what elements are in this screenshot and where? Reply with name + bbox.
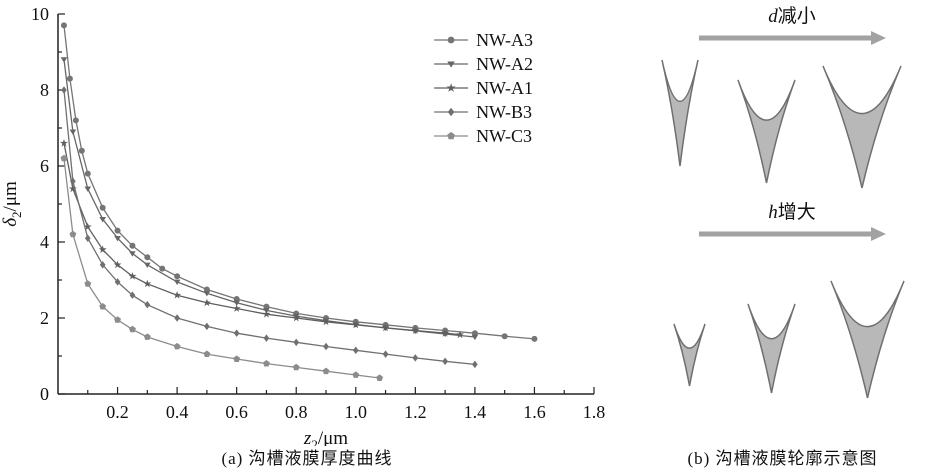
svg-text:0.4: 0.4 [166, 402, 189, 422]
groove-profile-schematic: d减小 h增大 [661, 5, 905, 399]
groove-film-shape-h-1 [673, 323, 706, 387]
svg-text:4: 4 [40, 232, 49, 252]
series-NW-A1 [60, 139, 464, 339]
legend: NW-A3 NW-A2 NW-A1 NW-B3 NW-C3 [434, 30, 533, 146]
groove-film-shape-h-2 [747, 303, 796, 394]
caption-b: (b) 沟槽液膜轮廓示意图 [687, 449, 878, 468]
row-label-d: d减小 [768, 5, 816, 27]
svg-text:1.4: 1.4 [464, 402, 487, 422]
tick-labels: 0 2 4 6 8 10 0.2 0.4 0.6 0.8 1.0 1.2 1.4 1.6 1.8 [31, 4, 605, 422]
svg-text:8: 8 [40, 80, 49, 100]
direction-arrowhead [871, 227, 886, 241]
groove-film-shape-h-3 [830, 280, 905, 399]
svg-text:1.0: 1.0 [345, 402, 368, 422]
svg-text:2: 2 [40, 308, 49, 328]
direction-arrowhead [871, 31, 886, 45]
y-axis-label: δ2/μm [0, 181, 24, 227]
svg-text:0.2: 0.2 [106, 402, 129, 422]
schematic-row-h: h增大 [673, 201, 905, 399]
svg-text:0: 0 [40, 384, 49, 404]
svg-text:1.2: 1.2 [404, 402, 427, 422]
legend-label-NW-A3: NW-A3 [476, 30, 533, 50]
groove-film-shape-d-1 [661, 59, 699, 167]
series-NW-A2 [60, 57, 479, 341]
svg-text:0.6: 0.6 [225, 402, 248, 422]
series-NW-B3 [61, 86, 478, 369]
row-label-h: h增大 [768, 201, 816, 223]
groove-film-shape-d-2 [737, 79, 796, 184]
series-NW-C3 [60, 154, 383, 381]
legend-label-NW-A2: NW-A2 [476, 54, 533, 74]
schematic-row-d: d减小 [661, 5, 902, 189]
caption-a: (a) 沟槽液膜厚度曲线 [221, 449, 393, 468]
x-axis-label: z2/μm [303, 428, 348, 446]
svg-text:6: 6 [40, 156, 49, 176]
legend-label-NW-A1: NW-A1 [476, 78, 533, 98]
legend-label-NW-B3: NW-B3 [476, 102, 532, 122]
groove-film-shape-d-3 [822, 65, 902, 189]
svg-text:1.6: 1.6 [523, 402, 546, 422]
svg-text:0.8: 0.8 [285, 402, 308, 422]
svg-text:1.8: 1.8 [583, 402, 606, 422]
panel-a-thickness-curves: 0 2 4 6 8 10 0.2 0.4 0.6 0.8 1.0 1.2 1.4 1.6 1.8 z2/μm δ… [0, 4, 605, 468]
thickness-chart: 0 2 4 6 8 10 0.2 0.4 0.6 0.8 1.0 1.2 1.4 1.6 1.8 z2/μm δ… [0, 4, 605, 446]
legend-label-NW-C3: NW-C3 [476, 126, 532, 146]
svg-text:10: 10 [31, 4, 49, 24]
panel-b-profile-schematic: d减小 h增大 (b) 沟槽液膜轮廓示意图 [614, 0, 951, 473]
tick-marks [58, 13, 595, 395]
